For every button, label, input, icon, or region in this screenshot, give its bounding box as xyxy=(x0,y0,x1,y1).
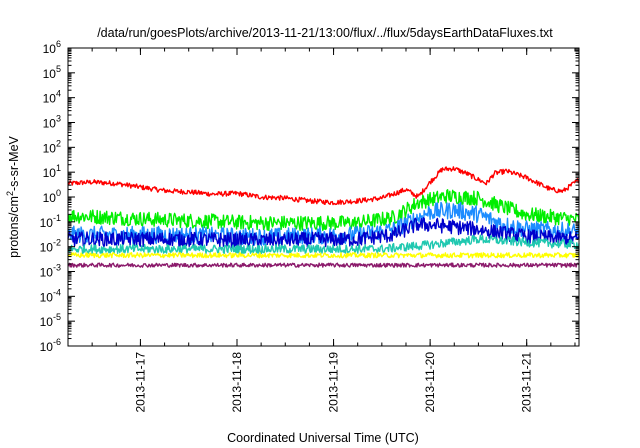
y-tick-label: 102 xyxy=(43,138,61,155)
x-tick-label: 2013-11-20 xyxy=(423,352,437,413)
y-tick-label: 10-1 xyxy=(40,213,61,230)
y-tick-label: 10-3 xyxy=(40,263,61,280)
y-tick-label: 10-4 xyxy=(40,287,61,304)
chart-title: /data/run/goesPlots/archive/2013-11-21/1… xyxy=(97,26,553,40)
x-tick-label: 2013-11-21 xyxy=(520,352,534,413)
x-tick-label: 2013-11-19 xyxy=(327,352,341,413)
plot-frame xyxy=(67,47,580,347)
y-tick-label: 100 xyxy=(43,188,61,205)
y-axis-label: protons/cm2-s-sr-MeV xyxy=(5,135,21,257)
series-line-4 xyxy=(67,217,580,249)
y-tick-label: 10-6 xyxy=(40,337,61,354)
series-layer xyxy=(67,166,580,268)
y-tick-label: 10-5 xyxy=(40,312,61,329)
x-axis-label: Coordinated Universal Time (UTC) xyxy=(227,431,419,445)
y-tick-label: 105 xyxy=(43,64,61,81)
series-line-6 xyxy=(67,252,580,259)
x-tick-label: 2013-11-18 xyxy=(230,352,244,413)
y-tick-label: 101 xyxy=(43,163,61,180)
y-tick-label: 103 xyxy=(43,114,61,131)
y-tick-label: 104 xyxy=(43,89,61,106)
series-line-5 xyxy=(67,234,580,255)
series-line-2 xyxy=(67,189,580,232)
series-line-1 xyxy=(67,166,580,206)
y-tick-label: 106 xyxy=(43,39,61,56)
y-tick-label: 10-2 xyxy=(40,238,61,255)
series-line-7 xyxy=(67,262,580,268)
axes-layer: 10-6 10-5 10-4 10-3 10-2 10-1 100 101 102 103 104 1… xyxy=(40,39,579,413)
x-tick-label: 2013-11-17 xyxy=(133,352,147,413)
